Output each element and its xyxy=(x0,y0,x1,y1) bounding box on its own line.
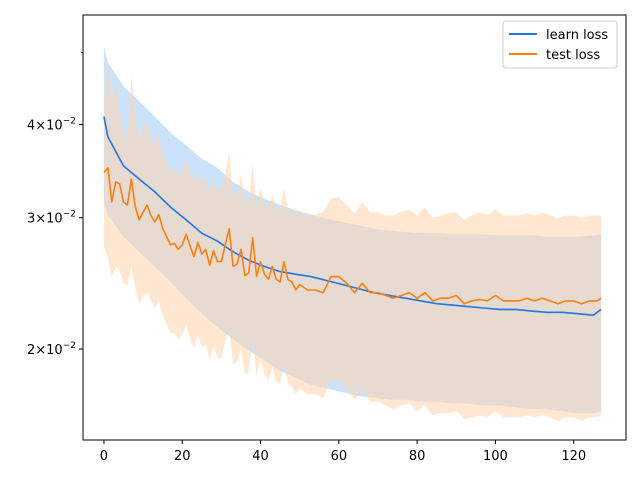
plot-frame xyxy=(82,14,627,441)
y-tick-label: 4×10−2 xyxy=(27,117,76,134)
legend-box xyxy=(502,20,618,69)
line-series-1 xyxy=(103,116,602,317)
confidence-bands xyxy=(103,45,602,422)
x-axis: 0 20 40 60 80 100 120 xyxy=(100,440,586,464)
y-tick-label: 2×10−2 xyxy=(27,341,76,358)
x-tick-label: 120 xyxy=(561,449,586,464)
x-tick-label: 60 xyxy=(331,449,348,464)
x-tick-label: 40 xyxy=(252,449,269,464)
series-lines xyxy=(103,116,602,317)
band-series-2 xyxy=(103,62,602,422)
line-series-2 xyxy=(103,167,602,305)
y-tick-label: 3×10−2 xyxy=(27,210,76,227)
x-tick-label: 20 xyxy=(174,449,191,464)
legend-label-2: test loss xyxy=(546,48,600,63)
x-tick-label: 80 xyxy=(409,449,426,464)
legend: learn loss test loss xyxy=(502,20,618,69)
legend-label-1: learn loss xyxy=(546,28,608,43)
x-tick-label: 0 xyxy=(100,449,108,464)
x-tick-label: 100 xyxy=(483,449,508,464)
y-axis: 2×10−2 3×10−2 4×10−2 xyxy=(27,51,83,358)
